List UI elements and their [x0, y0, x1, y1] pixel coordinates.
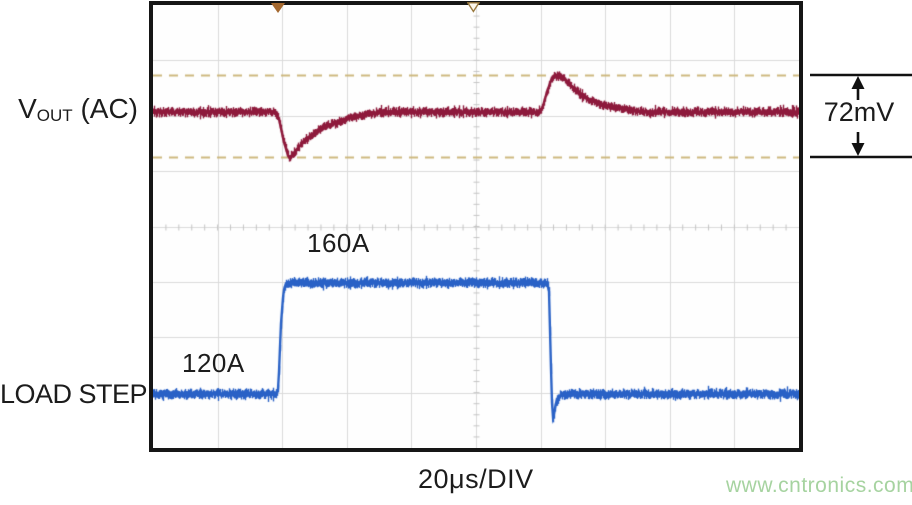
trigger-marker-icon: [271, 3, 285, 13]
scope-waveform-canvas: [153, 5, 799, 448]
scope-plot-frame: 160A 120A: [149, 1, 803, 452]
low-current-label: 120A: [182, 348, 245, 378]
delta-arrows-icon: [810, 73, 912, 159]
high-current-label: 160A: [307, 228, 370, 258]
vout-label-prefix: V: [18, 93, 37, 124]
delta-annotation: 72mV: [806, 70, 912, 162]
timebase-label: 20μs/DIV: [418, 464, 534, 494]
trigger-position-icon: [467, 2, 480, 13]
delta-value-label: 72mV: [823, 97, 895, 127]
vout-trace-label: VOUT (AC): [8, 93, 138, 125]
vout-label-suffix: (AC): [72, 93, 138, 124]
vout-label-subscript: OUT: [36, 106, 73, 125]
load-step-label: LOAD STEP: [0, 379, 148, 409]
watermark: www.cntronics.com: [726, 474, 912, 497]
